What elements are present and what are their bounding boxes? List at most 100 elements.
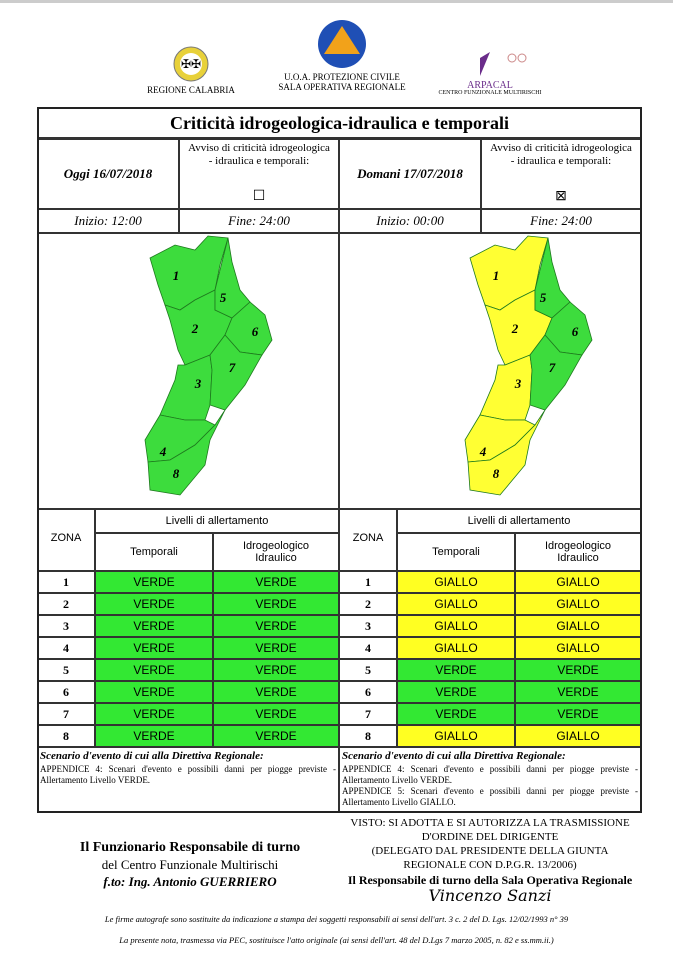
zone: 7: [339, 703, 397, 725]
temporali-level: VERDE: [95, 681, 213, 703]
map-zone: [469, 235, 549, 311]
temporali-level: GIALLO: [397, 725, 515, 747]
temporali-level: VERDE: [95, 571, 213, 593]
map: 1 2 3 4 5 6 7 8: [464, 235, 593, 496]
temporali-level: VERDE: [95, 703, 213, 725]
idro-level: VERDE: [213, 659, 339, 681]
temporali-level: VERDE: [95, 593, 213, 615]
scenario-line: APPENDICE 4: Scenari d'evento e possibil…: [40, 764, 336, 785]
scenario-title: Scenario d'evento di cui alla Direttiva …: [342, 750, 566, 762]
map-zone-label: 3: [514, 376, 522, 391]
zone: 2: [339, 593, 397, 615]
arpacal-sub: CENTRO FUNZIONALE MULTIRISCHI: [438, 90, 542, 96]
idro-level: VERDE: [515, 681, 641, 703]
map-zone-label: 8: [493, 466, 500, 481]
map-zone-label: 4: [159, 444, 167, 459]
idro-level: VERDE: [213, 615, 339, 637]
zone: 5: [339, 659, 397, 681]
map-zone-label: 8: [173, 466, 180, 481]
idro-level: GIALLO: [515, 571, 641, 593]
frame: [37, 107, 642, 813]
temporali-level: GIALLO: [397, 637, 515, 659]
idro-level: GIALLO: [515, 615, 641, 637]
date: Domani 17/07/2018: [339, 139, 481, 209]
scenario-line: APPENDICE 4: Scenari d'evento e possibil…: [342, 764, 638, 785]
footer-left: del Centro Funzionale Multirischi: [101, 857, 279, 872]
idro-level: VERDE: [213, 637, 339, 659]
temporali-level: VERDE: [95, 659, 213, 681]
map-zone-label: 5: [220, 290, 227, 305]
temporali-level: VERDE: [397, 681, 515, 703]
footer-left: f.to: Ing. Antonio GUERRIERO: [103, 874, 277, 889]
signature: Vincenzo Sanzi: [428, 886, 552, 905]
footer-right: (DELEGATO DAL PRESIDENTE DELLA GIUNTA: [371, 845, 609, 857]
temporali-level: VERDE: [95, 637, 213, 659]
map-zone-label: 7: [549, 360, 556, 375]
idro-level: VERDE: [213, 571, 339, 593]
zone: 6: [339, 681, 397, 703]
temporali-level: VERDE: [95, 725, 213, 747]
checkbox: ⊠: [555, 189, 567, 204]
zona-header: ZONA: [339, 509, 397, 571]
zone: 4: [339, 637, 397, 659]
sala: SALA OPERATIVA REGIONALE: [278, 82, 406, 92]
idro-level: VERDE: [515, 659, 641, 681]
map-zone-label: 3: [194, 376, 202, 391]
avviso-cell: [179, 139, 339, 209]
col1: Temporali: [95, 533, 213, 571]
map-zone: [214, 237, 251, 319]
scenario-line: APPENDICE 5: Scenari d'evento e possibil…: [342, 786, 638, 807]
temporali-level: VERDE: [397, 659, 515, 681]
col2: Idrogeologico Idraulico: [515, 533, 641, 571]
map-zone-label: 6: [572, 324, 579, 339]
footer-right: REGIONALE CON D.P.G.R. 13/2006): [403, 859, 577, 871]
footer-note: Le firme autografe sono sostituite da in…: [104, 914, 569, 924]
map-zone: [147, 409, 226, 496]
map-zone: [467, 409, 546, 496]
idro-level: GIALLO: [515, 637, 641, 659]
region-name: REGIONE CALABRIA: [147, 85, 235, 95]
footer-note: La presente nota, trasmessa via PEC, sos…: [119, 935, 554, 945]
start: Inizio: 00:00: [339, 209, 481, 233]
temporali-level: GIALLO: [397, 571, 515, 593]
checkbox: ☐: [252, 189, 266, 204]
footer-right: D'ORDINE DEL DIRIGENTE: [421, 831, 559, 843]
temporali-level: GIALLO: [397, 593, 515, 615]
idro-level: VERDE: [213, 681, 339, 703]
uoa: U.O.A. PROTEZIONE CIVILE: [284, 72, 400, 82]
idro-level: VERDE: [213, 725, 339, 747]
end: Fine: 24:00: [179, 209, 339, 233]
avviso: Avviso di criticità idrogeologica - idra…: [188, 142, 330, 167]
map-zone-label: 2: [511, 321, 519, 336]
map-zone-label: 5: [540, 290, 547, 305]
idro-level: VERDE: [213, 703, 339, 725]
zone: 1: [339, 571, 397, 593]
scenario-title: Scenario d'evento di cui alla Direttiva …: [40, 750, 264, 762]
map-zone-label: 1: [173, 268, 180, 283]
map-zone: [534, 237, 571, 319]
map-zone-label: 2: [191, 321, 199, 336]
col1: Temporali: [397, 533, 515, 571]
idro-level: VERDE: [213, 593, 339, 615]
map-zone: [149, 235, 229, 311]
map: 1 2 3 4 5 6 7 8: [144, 235, 273, 496]
footer-right: Il Responsabile di turno della Sala Oper…: [347, 873, 633, 887]
map-zone-label: 4: [479, 444, 487, 459]
map-zone-label: 1: [493, 268, 500, 283]
levels-header: Livelli di allertamento: [95, 509, 339, 533]
map-zone-label: 7: [229, 360, 236, 375]
temporali-level: VERDE: [397, 703, 515, 725]
footer-left: Il Funzionario Responsabile di turno: [79, 840, 301, 855]
idro-level: GIALLO: [515, 593, 641, 615]
arpacal: ARPACAL: [467, 80, 513, 91]
idro-level: GIALLO: [515, 725, 641, 747]
col2: Idrogeologico Idraulico: [213, 533, 339, 571]
svg-text:✠✠: ✠✠: [181, 57, 201, 71]
footer-right: VISTO: SI ADOTTA E SI AUTORIZZA LA TRASM…: [350, 817, 630, 829]
map-zone-label: 6: [252, 324, 259, 339]
avviso: Avviso di criticità idrogeologica - idra…: [490, 142, 632, 167]
idro-level: VERDE: [515, 703, 641, 725]
zone: 3: [339, 615, 397, 637]
zone: 8: [339, 725, 397, 747]
